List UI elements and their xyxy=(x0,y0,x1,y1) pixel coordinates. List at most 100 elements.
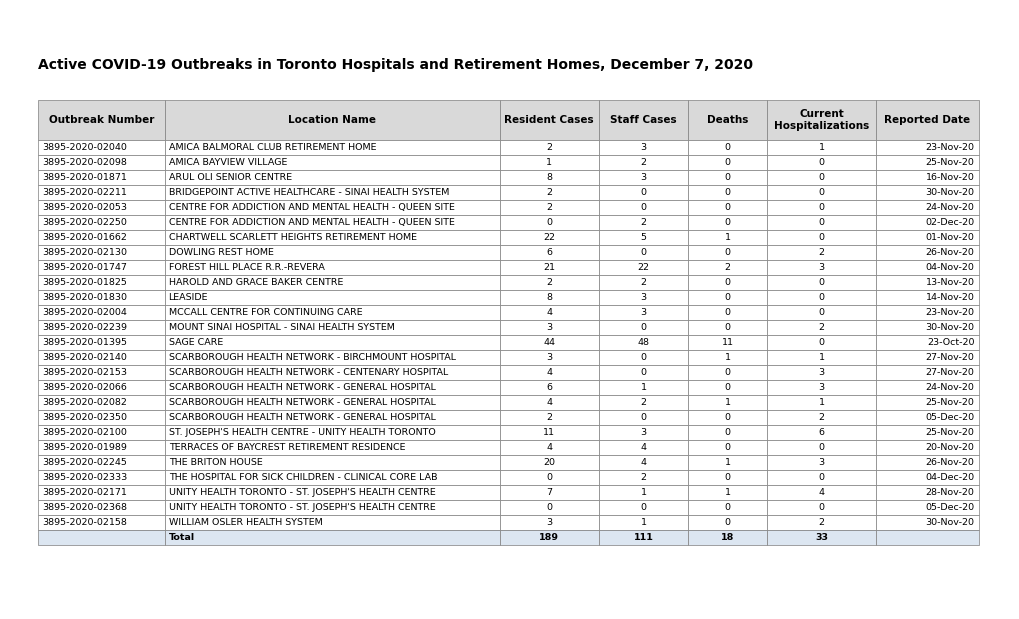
Text: 24-Nov-20: 24-Nov-20 xyxy=(925,203,973,212)
Bar xyxy=(38,515,164,530)
Bar xyxy=(164,440,499,455)
Text: 3895-2020-02158: 3895-2020-02158 xyxy=(42,518,126,527)
Text: 0: 0 xyxy=(546,503,551,512)
Text: 18: 18 xyxy=(720,533,734,542)
Text: SCARBOROUGH HEALTH NETWORK - GENERAL HOSPITAL: SCARBOROUGH HEALTH NETWORK - GENERAL HOS… xyxy=(168,413,435,422)
Text: 04-Nov-20: 04-Nov-20 xyxy=(925,263,973,272)
Text: 1: 1 xyxy=(640,518,646,527)
Text: 44: 44 xyxy=(543,338,554,347)
Text: ARUL OLI SENIOR CENTRE: ARUL OLI SENIOR CENTRE xyxy=(168,173,291,182)
Text: 0: 0 xyxy=(546,473,551,482)
Bar xyxy=(38,410,164,425)
Bar xyxy=(766,380,875,395)
Bar xyxy=(766,230,875,245)
Bar xyxy=(688,485,766,500)
Bar xyxy=(688,515,766,530)
Bar xyxy=(766,170,875,185)
Text: 25-Nov-20: 25-Nov-20 xyxy=(925,158,973,167)
Text: 0: 0 xyxy=(725,473,730,482)
Text: AMICA BALMORAL CLUB RETIREMENT HOME: AMICA BALMORAL CLUB RETIREMENT HOME xyxy=(168,143,376,152)
Text: 1: 1 xyxy=(725,398,730,407)
Text: 0: 0 xyxy=(725,143,730,152)
Bar xyxy=(766,185,875,200)
Bar xyxy=(38,440,164,455)
Text: 4: 4 xyxy=(546,398,551,407)
Bar xyxy=(688,185,766,200)
Text: SCARBOROUGH HEALTH NETWORK - BIRCHMOUNT HOSPITAL: SCARBOROUGH HEALTH NETWORK - BIRCHMOUNT … xyxy=(168,353,455,362)
Bar xyxy=(38,425,164,440)
Text: SCARBOROUGH HEALTH NETWORK - GENERAL HOSPITAL: SCARBOROUGH HEALTH NETWORK - GENERAL HOS… xyxy=(168,398,435,407)
Text: 2: 2 xyxy=(640,398,646,407)
Bar xyxy=(766,140,875,155)
Bar xyxy=(164,260,499,275)
Text: 0: 0 xyxy=(725,248,730,257)
Bar xyxy=(38,200,164,215)
Text: 3895-2020-02211: 3895-2020-02211 xyxy=(42,188,126,197)
Bar xyxy=(875,275,977,290)
Bar xyxy=(875,500,977,515)
Bar xyxy=(875,305,977,320)
Text: 25-Nov-20: 25-Nov-20 xyxy=(925,398,973,407)
Bar xyxy=(598,515,688,530)
Text: 28-Nov-20: 28-Nov-20 xyxy=(925,488,973,497)
Bar xyxy=(164,100,499,140)
Bar xyxy=(875,440,977,455)
Bar xyxy=(164,350,499,365)
Bar xyxy=(598,245,688,260)
Bar xyxy=(164,455,499,470)
Bar xyxy=(499,200,598,215)
Text: 3: 3 xyxy=(817,383,823,392)
Text: 3: 3 xyxy=(545,323,551,332)
Text: 2: 2 xyxy=(640,473,646,482)
Bar xyxy=(875,365,977,380)
Text: 0: 0 xyxy=(640,413,646,422)
Text: 0: 0 xyxy=(817,338,823,347)
Text: 2: 2 xyxy=(546,203,551,212)
Bar xyxy=(875,335,977,350)
Text: 0: 0 xyxy=(725,368,730,377)
Bar xyxy=(688,155,766,170)
Bar xyxy=(499,485,598,500)
Text: CENTRE FOR ADDICTION AND MENTAL HEALTH - QUEEN SITE: CENTRE FOR ADDICTION AND MENTAL HEALTH -… xyxy=(168,218,454,227)
Bar xyxy=(766,305,875,320)
Text: 3: 3 xyxy=(640,143,646,152)
Text: 3: 3 xyxy=(640,293,646,302)
Bar xyxy=(766,515,875,530)
Text: Deaths: Deaths xyxy=(706,115,748,125)
Text: 3: 3 xyxy=(817,263,823,272)
Bar xyxy=(499,230,598,245)
Text: 0: 0 xyxy=(817,293,823,302)
Bar xyxy=(875,140,977,155)
Text: 3895-2020-02040: 3895-2020-02040 xyxy=(42,143,126,152)
Text: SCARBOROUGH HEALTH NETWORK - GENERAL HOSPITAL: SCARBOROUGH HEALTH NETWORK - GENERAL HOS… xyxy=(168,383,435,392)
Bar xyxy=(766,395,875,410)
Bar xyxy=(38,380,164,395)
Bar xyxy=(766,455,875,470)
Bar xyxy=(38,320,164,335)
Bar xyxy=(875,395,977,410)
Bar xyxy=(875,515,977,530)
Bar xyxy=(38,485,164,500)
Text: 0: 0 xyxy=(640,368,646,377)
Text: 0: 0 xyxy=(725,293,730,302)
Bar xyxy=(164,245,499,260)
Text: 3895-2020-02171: 3895-2020-02171 xyxy=(42,488,126,497)
Bar xyxy=(38,350,164,365)
Text: 0: 0 xyxy=(725,503,730,512)
Text: UNITY HEALTH TORONTO - ST. JOSEPH'S HEALTH CENTRE: UNITY HEALTH TORONTO - ST. JOSEPH'S HEAL… xyxy=(168,488,435,497)
Text: 3: 3 xyxy=(640,173,646,182)
Bar xyxy=(766,425,875,440)
Bar xyxy=(875,185,977,200)
Bar xyxy=(164,515,499,530)
Bar xyxy=(766,335,875,350)
Bar xyxy=(598,215,688,230)
Text: 189: 189 xyxy=(539,533,558,542)
Bar xyxy=(766,500,875,515)
Text: 14-Nov-20: 14-Nov-20 xyxy=(925,293,973,302)
Bar xyxy=(164,185,499,200)
Text: 3895-2020-02004: 3895-2020-02004 xyxy=(42,308,126,317)
Text: 30-Nov-20: 30-Nov-20 xyxy=(924,323,973,332)
Bar xyxy=(766,410,875,425)
Text: 16-Nov-20: 16-Nov-20 xyxy=(925,173,973,182)
Text: 0: 0 xyxy=(725,443,730,452)
